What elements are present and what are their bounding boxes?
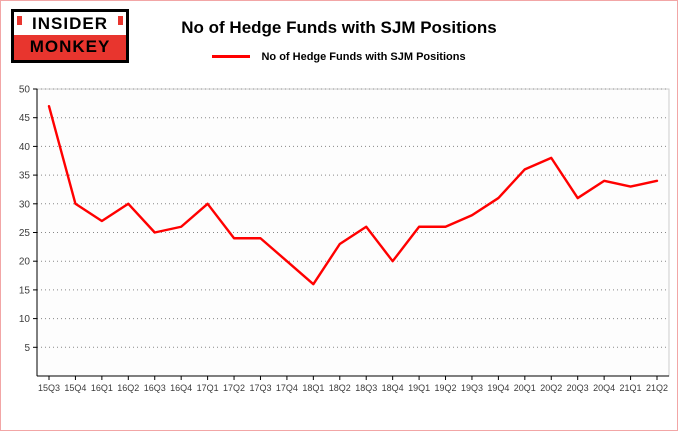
y-tick-label: 40 <box>19 142 31 153</box>
header: INSIDER MONKEY No of Hedge Funds with SJ… <box>1 1 677 73</box>
y-tick-label: 45 <box>19 113 31 124</box>
y-tick-label: 50 <box>19 85 31 96</box>
line-chart: 5 10 15 20 25 30 35 40 45 50 15Q3 15Q4 16Q1 16Q2 16Q3 1… <box>19 85 670 393</box>
series-line <box>47 105 659 286</box>
x-tick-label: 19Q1 <box>408 383 430 393</box>
y-tick-label: 25 <box>19 228 31 239</box>
insider-monkey-logo: INSIDER MONKEY <box>11 9 129 63</box>
x-tick-label: 18Q1 <box>302 383 324 393</box>
x-tick-label: 16Q3 <box>144 383 166 393</box>
x-tick-label: 21Q2 <box>646 383 668 393</box>
y-tick-label: 15 <box>19 285 31 296</box>
y-tick-label: 20 <box>19 257 31 268</box>
x-tick-label: 18Q3 <box>355 383 377 393</box>
x-tick-label: 15Q3 <box>38 383 60 393</box>
x-tick-label: 17Q4 <box>276 383 298 393</box>
logo-monkey: MONKEY <box>14 35 126 60</box>
x-tick-label: 15Q4 <box>64 383 86 393</box>
logo-insider: INSIDER <box>14 12 126 35</box>
x-tick-label: 17Q3 <box>249 383 271 393</box>
legend-label: No of Hedge Funds with SJM Positions <box>261 51 466 64</box>
y-tick-label: 5 <box>24 343 30 354</box>
x-tick-label: 18Q4 <box>382 383 404 393</box>
x-tick-label: 16Q2 <box>117 383 139 393</box>
x-tick-label: 17Q2 <box>223 383 245 393</box>
chart-legend: No of Hedge Funds with SJM Positions <box>1 51 677 63</box>
x-tick-label: 21Q1 <box>620 383 642 393</box>
x-tick-label: 20Q1 <box>514 383 536 393</box>
logo-insider-text: INSIDER <box>32 14 108 33</box>
x-tick-label: 16Q1 <box>91 383 113 393</box>
x-tick-label: 20Q3 <box>567 383 589 393</box>
y-tick-label: 30 <box>19 199 31 210</box>
x-tick-label: 16Q4 <box>170 383 192 393</box>
x-tick-label: 20Q4 <box>593 383 615 393</box>
chart-title: No of Hedge Funds with SJM Positions <box>181 18 497 37</box>
y-tick-label: 10 <box>19 314 31 325</box>
x-tick-label: 17Q1 <box>197 383 219 393</box>
x-tick-label: 20Q2 <box>540 383 562 393</box>
x-tick-label: 19Q3 <box>461 383 483 393</box>
logo-monkey-text: MONKEY <box>29 37 111 56</box>
x-tick-label: 19Q4 <box>487 383 509 393</box>
y-tick-label: 35 <box>19 171 31 182</box>
legend-line-swatch <box>212 54 251 58</box>
x-tick-label: 19Q2 <box>435 383 457 393</box>
x-tick-label: 18Q2 <box>329 383 351 393</box>
